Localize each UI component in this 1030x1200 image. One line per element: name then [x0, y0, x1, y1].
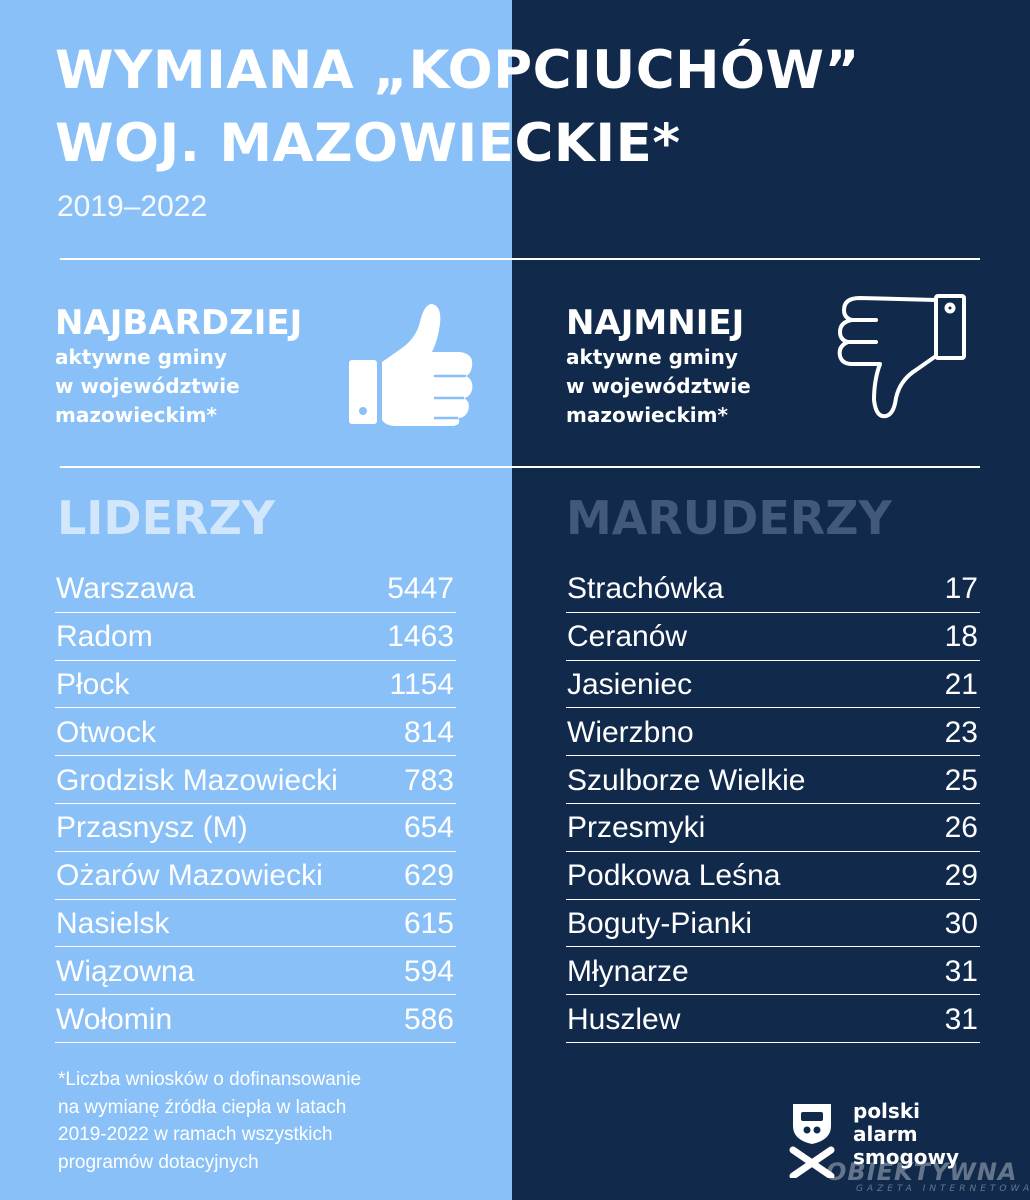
list-item: Otwock 814 — [55, 708, 456, 757]
list-item: Nasielsk 615 — [55, 900, 456, 948]
left-subheading-3: mazowieckim* — [55, 403, 217, 427]
list-item: Grodzisk Mazowiecki 783 — [55, 756, 456, 804]
top-divider — [60, 258, 980, 260]
list-item: Boguty-Pianki 30 — [566, 900, 980, 948]
application-count: 654 — [403, 811, 454, 845]
municipality-name: Nasielsk — [56, 906, 170, 940]
municipality-name: Ożarów Mazowiecki — [56, 859, 323, 893]
title-line-2: WOJ. MAZOWIECKIE* — [55, 113, 681, 174]
application-count: 31 — [944, 954, 978, 988]
footnote-line-1: *Liczba wniosków o dofinansowanie — [58, 1069, 362, 1090]
footnote-line-4: programów dotacyjnych — [58, 1151, 259, 1173]
right-subheading-1: aktywne gminy — [566, 345, 738, 369]
right-subheading-3: mazowieckim* — [566, 403, 728, 427]
application-count: 26 — [944, 811, 978, 845]
list-item: Podkowa Leśna 29 — [566, 852, 980, 900]
least-active-heading: NAJMNIEJ — [566, 303, 745, 343]
right-background — [512, 0, 1030, 1200]
most-active-heading: NAJBARDZIEJ — [55, 303, 303, 343]
municipality-name: Otwock — [56, 715, 157, 749]
application-count: 25 — [944, 763, 978, 797]
application-count: 18 — [944, 620, 978, 654]
list-item: Szulborze Wielkie 25 — [566, 756, 980, 804]
municipality-name: Przesmyki — [567, 811, 706, 845]
municipality-name: Grodzisk Mazowiecki — [56, 763, 338, 797]
municipality-name: Wierzbno — [567, 715, 694, 749]
list-item: Przesmyki 26 — [566, 804, 980, 852]
left-panel-heading: NAJBARDZIEJ aktywne gminy w województwie… — [55, 303, 302, 430]
application-count: 30 — [944, 906, 978, 940]
municipality-name: Szulborze Wielkie — [567, 763, 806, 797]
leaders-list: Warszawa 5447 Radom 1463 Płock 1154 Otwock 8… — [55, 565, 456, 1043]
footnote-line-3: 2019-2022 w ramach wszystkich — [58, 1124, 333, 1145]
application-count: 814 — [403, 715, 454, 749]
list-item: Ceranów 18 — [566, 613, 980, 661]
list-item: Wołomin 586 — [55, 995, 456, 1043]
leaders-label: LIDERZY — [57, 491, 276, 545]
list-item: Huszlew 31 — [566, 995, 980, 1043]
application-count: 5447 — [387, 572, 454, 606]
middle-divider — [60, 466, 980, 468]
left-subheading-1: aktywne gminy — [55, 345, 227, 369]
list-item: Wierzbno 23 — [566, 708, 980, 757]
municipality-name: Ceranów — [567, 620, 688, 654]
municipality-name: Młynarze — [567, 954, 689, 988]
application-count: 17 — [944, 572, 978, 606]
application-count: 31 — [944, 1002, 978, 1036]
application-count: 586 — [403, 1002, 454, 1036]
municipality-name: Wiązowna — [56, 954, 195, 988]
list-item: Płock 1154 — [55, 661, 456, 709]
list-item: Ożarów Mazowiecki 629 — [55, 852, 456, 900]
application-count: 629 — [403, 859, 454, 893]
municipality-name: Strachówka — [567, 572, 724, 606]
footnote: *Liczba wniosków o dofinansowanie na wym… — [58, 1066, 458, 1176]
municipality-name: Warszawa — [56, 572, 195, 606]
application-count: 21 — [944, 667, 978, 701]
municipality-name: Boguty-Pianki — [567, 906, 753, 940]
application-count: 29 — [944, 859, 978, 893]
left-background — [0, 0, 512, 1200]
list-item: Przasnysz (M) 654 — [55, 804, 456, 852]
municipality-name: Jasieniec — [567, 667, 693, 701]
list-item: Radom 1463 — [55, 613, 456, 661]
municipality-name: Podkowa Leśna — [567, 859, 781, 893]
left-subheading-2: w województwie — [55, 374, 240, 398]
watermark: OBIEKTYWNA GAZETA INTERNETOWA — [826, 1158, 1029, 1198]
years-subtitle: 2019–2022 — [57, 190, 208, 223]
right-panel-heading: NAJMNIEJ aktywne gminy w województwie ma… — [566, 303, 751, 430]
application-count: 1154 — [389, 667, 454, 701]
municipality-name: Przasnysz (M) — [56, 811, 248, 845]
list-item: Jasieniec 21 — [566, 661, 980, 709]
footnote-line-2: na wymianę źródła ciepła w latach — [58, 1096, 347, 1118]
logo-line-1: polski — [853, 1099, 920, 1123]
laggards-list: Strachówka 17 Ceranów 18 Jasieniec 21 Wierz… — [566, 565, 980, 1043]
watermark-text: OBIEKTYWNA — [826, 1158, 1018, 1186]
list-item: Strachówka 17 — [566, 565, 980, 613]
application-count: 615 — [403, 906, 454, 940]
logo-line-2: alarm — [853, 1122, 918, 1146]
thumbs-up-icon — [349, 304, 473, 426]
logo-line-3: smogowy — [853, 1145, 960, 1169]
municipality-name: Huszlew — [567, 1002, 681, 1036]
application-count: 783 — [403, 763, 454, 797]
application-count: 594 — [403, 954, 454, 988]
watermark-subtext: GAZETA INTERNETOWA — [856, 1184, 1030, 1194]
municipality-name: Wołomin — [56, 1002, 173, 1036]
thumbs-down-icon — [837, 294, 966, 419]
right-subheading-2: w województwie — [566, 374, 751, 398]
application-count: 1463 — [387, 620, 454, 654]
municipality-name: Radom — [56, 620, 153, 654]
application-count: 23 — [944, 715, 978, 749]
title-line-1: WYMIANA „KOPCIUCHÓW” — [55, 40, 860, 101]
list-item: Młynarze 31 — [566, 947, 980, 996]
laggards-label: MARUDERZY — [566, 491, 892, 545]
list-item: Wiązowna 594 — [55, 947, 456, 996]
polski-alarm-smogowy-logo-icon — [789, 1104, 835, 1178]
logo-text: polski alarm smogowy — [853, 1100, 959, 1169]
list-item: Warszawa 5447 — [55, 565, 456, 613]
municipality-name: Płock — [56, 667, 130, 701]
